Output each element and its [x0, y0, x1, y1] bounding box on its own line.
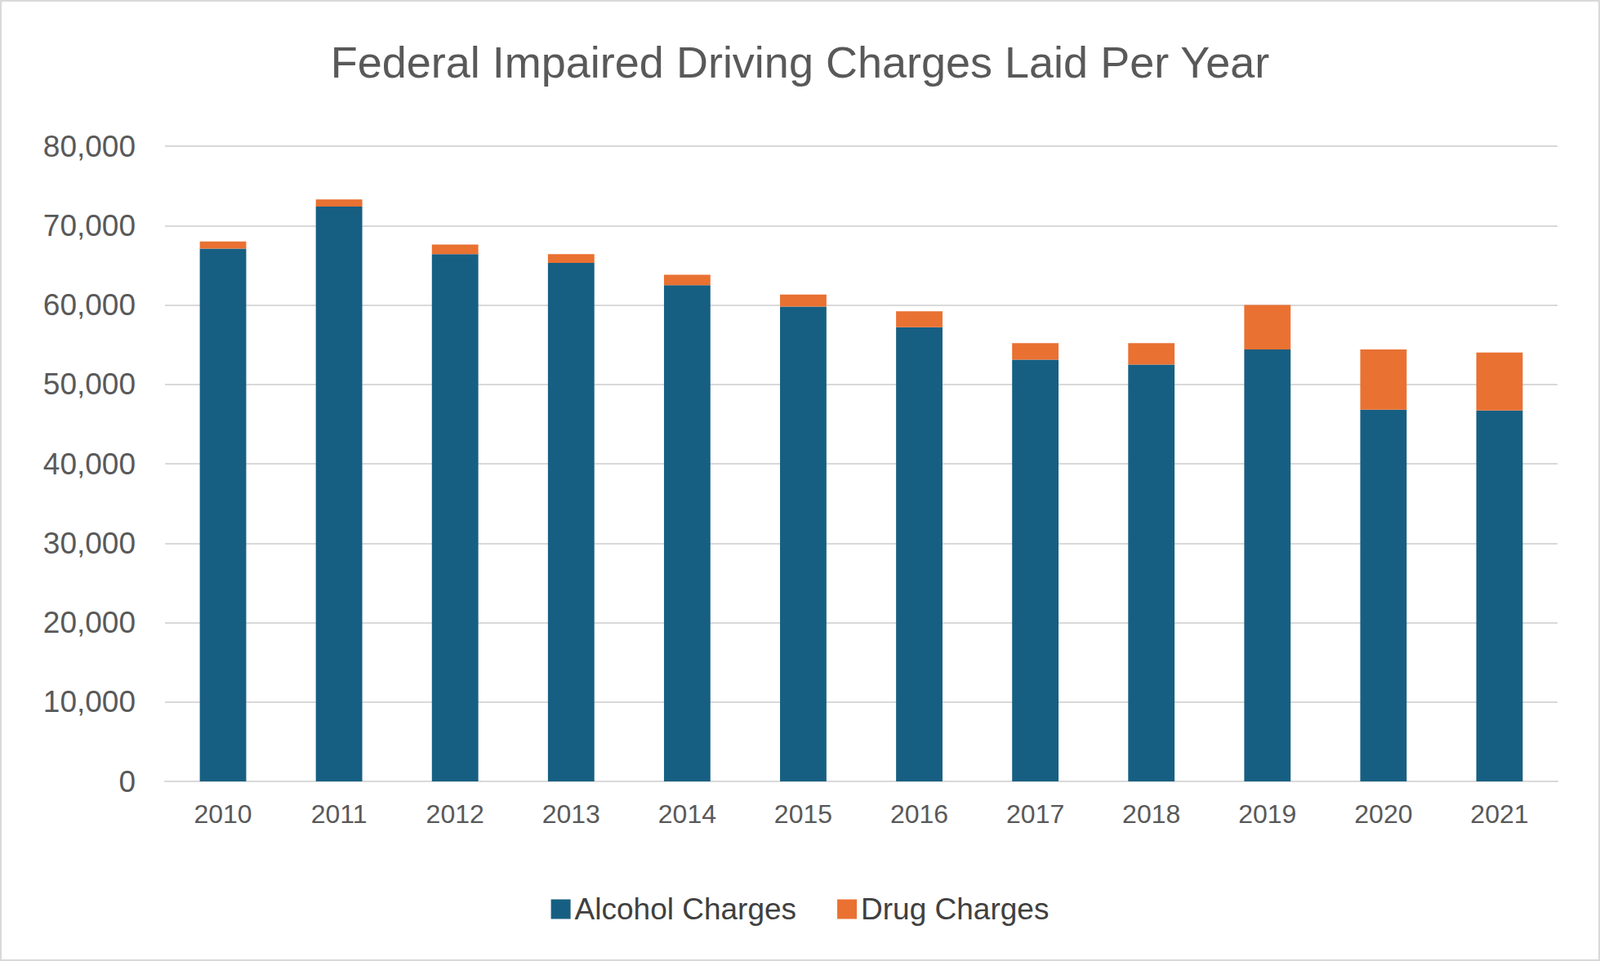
- svg-text:Federal Impaired Driving Charg: Federal Impaired Driving Charges Laid Pe…: [330, 37, 1271, 87]
- svg-text:2012: 2012: [426, 799, 485, 829]
- svg-text:2019: 2019: [1238, 799, 1297, 829]
- svg-text:2011: 2011: [311, 799, 368, 829]
- svg-text:2020: 2020: [1354, 799, 1413, 829]
- svg-text:Alcohol Charges: Alcohol Charges: [574, 892, 797, 927]
- svg-text:60,000: 60,000: [43, 288, 136, 322]
- svg-text:50,000: 50,000: [43, 367, 136, 402]
- svg-text:2014: 2014: [658, 799, 717, 829]
- svg-text:0: 0: [118, 765, 136, 799]
- svg-text:2018: 2018: [1122, 799, 1181, 829]
- svg-text:20,000: 20,000: [43, 606, 136, 640]
- svg-text:2015: 2015: [774, 799, 833, 829]
- svg-text:2010: 2010: [193, 799, 252, 829]
- svg-text:10,000: 10,000: [43, 685, 136, 719]
- svg-text:40,000: 40,000: [43, 447, 136, 482]
- svg-text:80,000: 80,000: [43, 129, 136, 164]
- svg-text:2017: 2017: [1006, 799, 1065, 829]
- svg-text:2013: 2013: [542, 799, 601, 829]
- svg-text:Drug Charges: Drug Charges: [860, 892, 1049, 927]
- svg-text:30,000: 30,000: [43, 526, 136, 561]
- svg-text:2016: 2016: [890, 799, 949, 829]
- svg-text:2021: 2021: [1470, 799, 1529, 829]
- svg-text:70,000: 70,000: [43, 209, 136, 243]
